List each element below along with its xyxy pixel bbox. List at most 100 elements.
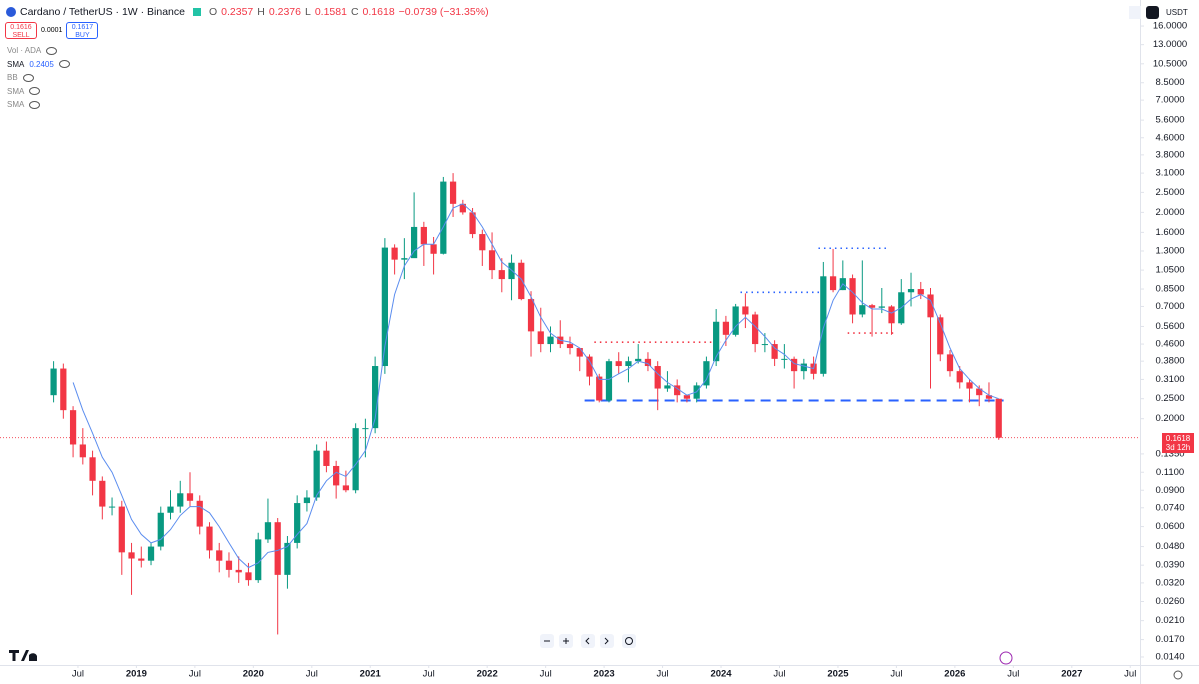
candle-body: [781, 358, 788, 360]
visibility-toggle[interactable]: [22, 73, 34, 82]
ohlc-value: 0.1618: [362, 6, 395, 18]
x-tick-label: Jul: [1007, 669, 1019, 680]
x-tick-label: Jul: [423, 669, 435, 680]
candle-body: [820, 276, 827, 374]
ohlc-value: 0.1581: [314, 6, 347, 18]
indicator[interactable]: SMA 0.2405: [7, 60, 70, 69]
y-tick-label: 0.7000: [1155, 301, 1184, 312]
market-status: [192, 8, 201, 16]
x-tick-label: 2022: [477, 669, 498, 680]
settings-icon[interactable]: [1173, 670, 1183, 680]
zoom-toolbar: [540, 634, 636, 648]
buy-label: BUY: [75, 32, 90, 39]
x-tick-label: 2019: [126, 669, 147, 680]
candle-body: [488, 250, 496, 271]
candle-body: [664, 385, 671, 389]
buy-price: 0.1617: [71, 24, 94, 31]
y-tick-label: 0.0320: [1155, 577, 1184, 588]
y-tick-label: 0.3100: [1155, 374, 1184, 385]
y-tick-label: 3.8000: [1155, 149, 1184, 160]
buy-button[interactable]: 0.1617 BUY: [66, 22, 99, 39]
candle-body: [937, 317, 944, 355]
x-tick-label: Jul: [773, 669, 785, 680]
candle-body: [196, 500, 203, 527]
y-tick-label: 0.0260: [1155, 596, 1184, 607]
indicator[interactable]: Vol · ADA: [7, 46, 58, 55]
candle-body: [956, 371, 963, 383]
candle-body: [303, 497, 311, 504]
candle-body: [596, 376, 603, 401]
ohlc-key: O: [208, 6, 218, 18]
x-tick-label: 2020: [243, 669, 264, 680]
currency-icon[interactable]: [1146, 6, 1159, 19]
visibility-toggle[interactable]: [29, 87, 41, 95]
candle-body: [800, 363, 807, 372]
tv-logo: [9, 650, 37, 661]
candle-body: [654, 366, 661, 389]
alert-icon[interactable]: [999, 651, 1013, 665]
sell-price: 0.1616: [10, 24, 32, 31]
sma-line: [72, 203, 999, 569]
candle-body: [430, 244, 437, 254]
symbol[interactable]: Cardano / TetherUS · 1W · Binance: [20, 6, 185, 18]
candle-body: [333, 465, 340, 486]
currency[interactable]: USDT: [1166, 8, 1188, 17]
scroll-right[interactable]: [600, 634, 614, 648]
visibility-toggle[interactable]: [46, 46, 58, 55]
y-tick-label: 8.5000: [1155, 77, 1184, 88]
candle-body: [742, 306, 749, 315]
candle-body: [576, 348, 583, 357]
candle-body: [644, 358, 652, 367]
y-tick-label: 0.2500: [1155, 393, 1184, 404]
candle-body: [410, 226, 418, 259]
indicator-name: SMA: [7, 100, 25, 109]
y-tick-label: 10.5000: [1153, 58, 1187, 69]
y-tick-label: 0.5600: [1155, 321, 1184, 332]
x-tick-label: 2023: [594, 669, 615, 680]
candle-body: [849, 278, 856, 315]
countdown: 3d 12h: [1165, 442, 1191, 452]
candle-body: [703, 361, 710, 386]
candle-body: [372, 366, 379, 429]
indicator[interactable]: BB: [7, 73, 34, 82]
visibility-toggle[interactable]: [58, 60, 70, 68]
symbol-logo: [6, 7, 16, 17]
reset[interactable]: [622, 634, 636, 648]
candle-body: [118, 506, 125, 553]
indicator[interactable]: SMA: [7, 100, 41, 109]
indicator[interactable]: SMA: [7, 86, 41, 96]
x-tick-label: 2024: [710, 669, 732, 680]
y-tick-label: 1.0500: [1155, 265, 1184, 276]
candle-body: [147, 546, 155, 561]
visibility-toggle[interactable]: [29, 100, 41, 109]
candle-body: [771, 344, 778, 359]
candle-body: [966, 382, 973, 389]
x-tick-label: Jul: [189, 669, 201, 680]
y-tick-label: 7.0000: [1155, 95, 1184, 106]
scroll-button[interactable]: [1129, 6, 1141, 19]
candle-body: [976, 388, 983, 396]
ohlc-key: C: [350, 6, 359, 18]
candle-body: [186, 493, 194, 501]
candle-body: [605, 361, 613, 401]
x-tick-label: 2027: [1061, 669, 1082, 680]
candle-body: [790, 358, 798, 372]
sell-button[interactable]: 0.1616 SELL: [5, 22, 37, 39]
x-tick-label: Jul: [890, 669, 902, 680]
candle-body: [284, 542, 291, 575]
candle-body: [927, 294, 934, 318]
candle-body: [732, 306, 739, 335]
indicator-name: Vol · ADA: [7, 46, 42, 55]
x-tick-label: Jul: [72, 669, 84, 680]
candle-body: [683, 395, 691, 399]
indicator-name: SMA: [7, 86, 25, 96]
candle-body: [917, 289, 924, 295]
candle-body: [761, 344, 768, 346]
candle-body: [60, 368, 67, 411]
scroll-left[interactable]: [581, 634, 595, 648]
candle-body: [635, 358, 642, 362]
candle-body: [440, 181, 447, 254]
candle-body: [167, 506, 174, 513]
